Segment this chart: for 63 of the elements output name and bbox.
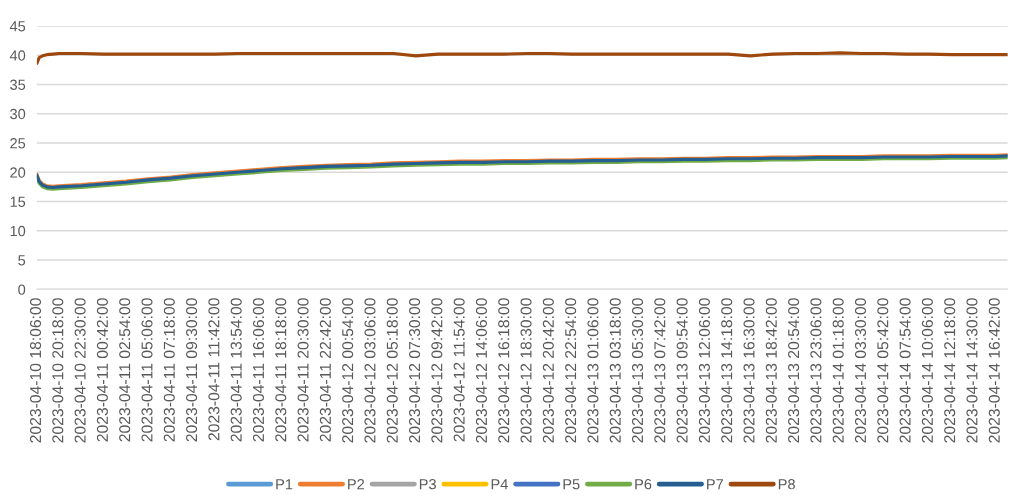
x-tick-label: 2023-04-12 03:06:00: [364, 298, 376, 443]
x-tick-label: 2023-04-14 03:30:00: [854, 298, 867, 443]
y-tick-label: 45: [9, 21, 26, 32]
x-tick-label: 2023-04-14 05:42:00: [877, 298, 889, 443]
x-tick-label: 2023-04-11 13:54:00: [230, 298, 242, 442]
x-tick-label: 2023-04-10 18:06:00: [29, 298, 42, 443]
y-tick-label: 35: [10, 79, 26, 90]
x-tick-label: 2023-04-11 18:18:00: [275, 298, 287, 442]
x-tick-label: 2023-04-13 20:54:00: [788, 298, 800, 443]
x-tick-label: 2023-04-11 22:42:00: [319, 298, 331, 442]
x-tick-label: 2023-04-12 16:18:00: [498, 298, 510, 443]
x-tick-label: 2023-04-13 03:18:00: [609, 298, 621, 443]
legend-label: P4: [491, 479, 508, 490]
x-tick-label: 2023-04-12 05:18:00: [386, 298, 398, 443]
x-tick-label: 2023-04-14 14:30:00: [966, 298, 978, 443]
x-tick-label: 2023-04-13 09:54:00: [676, 298, 688, 443]
legend-label: P8: [778, 479, 795, 490]
x-tick-label: 2023-04-12 07:30:00: [409, 298, 421, 443]
legend-label: P5: [563, 479, 580, 490]
x-tick-label: 2023-04-11 07:18:00: [163, 298, 175, 442]
x-tick-label: 2023-04-13 07:42:00: [654, 298, 666, 443]
y-tick-label: 25: [10, 138, 26, 149]
x-tick-label: 2023-04-12 20:42:00: [542, 298, 554, 443]
legend-label: P7: [707, 479, 724, 490]
x-tick-label: 2023-04-13 01:06:00: [587, 298, 599, 443]
x-tick-label: 2023-04-13 23:06:00: [810, 298, 822, 443]
x-tick-label: 2023-04-11 16:06:00: [252, 298, 265, 442]
line-series: [36, 51, 1008, 66]
y-tick-label: 5: [18, 255, 26, 266]
x-tick-label: 2023-04-13 14:18:00: [721, 298, 733, 443]
x-tick-label: 2023-04-12 18:30:00: [520, 298, 532, 443]
y-tick-label: 40: [9, 50, 26, 61]
y-tick-label: 0: [18, 284, 26, 295]
y-tick-label: 20: [10, 167, 26, 178]
x-tick-label: 2023-04-12 09:42:00: [431, 298, 443, 443]
x-tick-label: 2023-04-11 05:06:00: [141, 298, 153, 442]
x-tick-label: 2023-04-13 16:30:00: [743, 298, 755, 443]
x-tick-label: 2023-04-14 10:06:00: [921, 298, 933, 443]
x-tick-label: 2023-04-11 02:54:00: [119, 298, 131, 442]
y-tick-label: 15: [10, 196, 26, 207]
x-tick-label: 2023-04-10 20:18:00: [52, 298, 64, 443]
x-tick-label: 2023-04-10 22:30:00: [74, 298, 86, 443]
x-tick-label: 2023-04-13 12:06:00: [698, 298, 710, 443]
legend-label: P1: [276, 479, 293, 490]
x-tick-label: 2023-04-12 14:06:00: [475, 298, 488, 443]
legend-label: P6: [635, 479, 652, 490]
x-tick-label: 2023-04-14 07:54:00: [899, 298, 911, 443]
x-tick-label: 2023-04-11 11:42:00: [208, 298, 220, 441]
legend-label: P2: [348, 479, 365, 490]
x-tick-label: 2023-04-13 18:42:00: [765, 298, 777, 443]
x-tick-label: 2023-04-13 05:30:00: [631, 298, 644, 443]
x-tick-label: 2023-04-12 22:54:00: [565, 298, 577, 443]
x-tick-label: 2023-04-11 00:42:00: [96, 298, 108, 442]
x-tick-label: 2023-04-14 12:18:00: [944, 298, 956, 443]
x-tick-label: 2023-04-14 01:18:00: [832, 298, 844, 443]
x-tick-label: 2023-04-12 00:54:00: [342, 298, 354, 443]
y-tick-label: 30: [10, 108, 26, 120]
y-tick-label: 10: [10, 225, 26, 237]
x-tick-label: 2023-04-11 09:30:00: [186, 298, 198, 442]
x-tick-label: 2023-04-14 16:42:00: [988, 298, 1000, 443]
x-tick-label: 2023-04-12 11:54:00: [453, 298, 465, 442]
x-tick-label: 2023-04-11 20:30:00: [297, 298, 309, 442]
legend-label: P3: [419, 479, 436, 490]
